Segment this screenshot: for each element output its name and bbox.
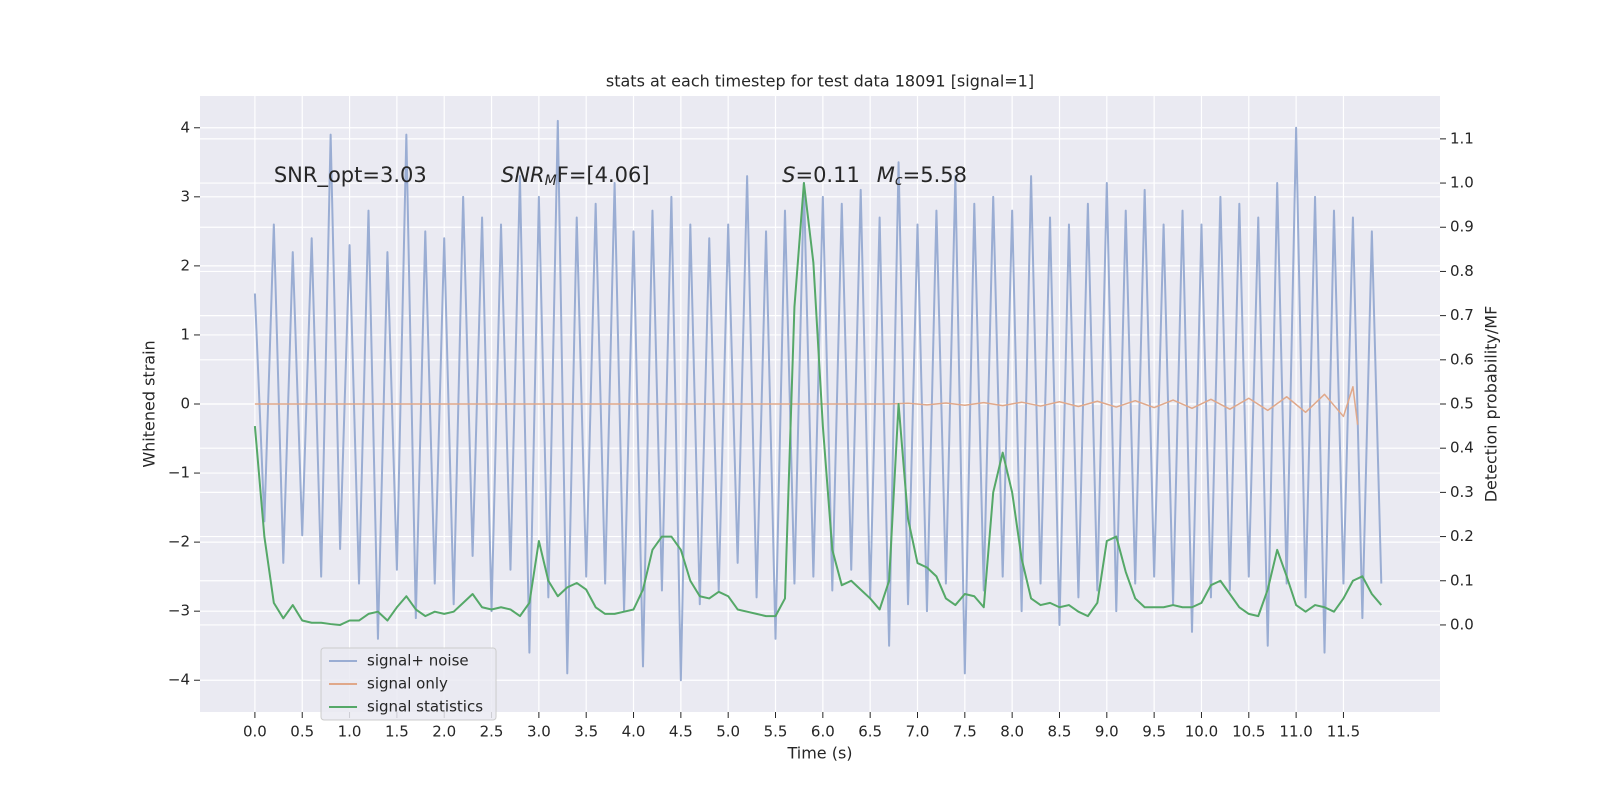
x-tick-label: 11.0 — [1279, 723, 1312, 741]
x-tick-label: 0.0 — [243, 723, 267, 741]
annotation-part: M — [877, 163, 895, 187]
annotation-part: S — [782, 163, 795, 187]
y-tick-label: 4 — [180, 118, 190, 136]
x-tick-label: 8.5 — [1048, 723, 1072, 741]
y-tick-label: −2 — [168, 533, 190, 551]
annotation-part: =0.11 — [795, 163, 859, 187]
y-tick-label: −4 — [168, 671, 190, 689]
x-tick-label: 5.0 — [716, 723, 740, 741]
y-tick-label: 3 — [180, 187, 190, 205]
y2-axis-label: Detection probability/MF — [1482, 306, 1501, 503]
annotation-part: c — [895, 173, 903, 189]
legend-box — [320, 647, 497, 721]
y2-tick-label: 1.1 — [1450, 129, 1474, 147]
y2-tick-label: 0.9 — [1450, 218, 1474, 236]
x-tick-label: 9.0 — [1095, 723, 1119, 741]
annotation-part: SNR — [501, 163, 545, 187]
annotation-part: F=[4.06] — [557, 163, 650, 187]
y2-tick-label: 0.7 — [1450, 306, 1474, 324]
x-tick-label: 10.5 — [1232, 723, 1265, 741]
y-tick-label: −3 — [168, 602, 190, 620]
x-tick-label: 8.0 — [1000, 723, 1024, 741]
x-tick-label: 4.0 — [622, 723, 646, 741]
annotation-part: M — [545, 173, 557, 189]
y2-tick-label: 0.8 — [1450, 262, 1474, 280]
series-line — [254, 385, 1359, 425]
x-axis-label: Time (s) — [786, 744, 852, 763]
annotation: SNR_opt=3.03 — [274, 163, 427, 188]
x-tick-label: 9.5 — [1142, 723, 1166, 741]
y-tick-label: 2 — [180, 256, 190, 274]
x-tick-label: 7.0 — [906, 723, 930, 741]
series-line — [253, 182, 1383, 626]
y2-tick-label: 0.6 — [1450, 350, 1474, 368]
x-tick-label: 3.0 — [527, 723, 551, 741]
x-tick-label: 3.5 — [574, 723, 598, 741]
annotation-part: =5.58 — [903, 163, 967, 187]
y-tick-label: 0 — [180, 395, 190, 413]
x-tick-label: 6.0 — [811, 723, 835, 741]
annotation-part: SNR_opt=3.03 — [274, 163, 427, 188]
y-tick-label: 1 — [180, 325, 190, 343]
series-line — [253, 119, 1383, 682]
y2-tick-label: 1.0 — [1450, 174, 1474, 192]
x-tick-label: 11.5 — [1327, 723, 1360, 741]
chart-title: stats at each timestep for test data 180… — [606, 72, 1034, 91]
x-tick-label: 1.0 — [338, 723, 362, 741]
y2-tick-label: 0.4 — [1450, 439, 1474, 457]
x-tick-label: 2.5 — [480, 723, 504, 741]
y2-tick-label: 0.2 — [1450, 527, 1474, 545]
y2-tick-label: 0.3 — [1450, 483, 1474, 501]
annotation: SNRMF=[4.06] — [501, 163, 650, 189]
x-tick-label: 2.0 — [432, 723, 456, 741]
x-tick-label: 10.0 — [1185, 723, 1218, 741]
x-tick-label: 6.5 — [858, 723, 882, 741]
y2-tick-label: 0.0 — [1450, 615, 1474, 633]
annotation: S=0.11 — [782, 163, 860, 187]
x-tick-label: 5.5 — [764, 723, 788, 741]
legend-label: signal statistics — [367, 698, 483, 716]
y-axis-label: Whitened strain — [140, 340, 159, 467]
annotation: Mc=5.58 — [877, 163, 967, 189]
x-tick-label: 4.5 — [669, 723, 693, 741]
y2-tick-label: 0.1 — [1450, 571, 1474, 589]
legend-label: signal only — [367, 675, 448, 693]
x-tick-label: 1.5 — [385, 723, 409, 741]
x-tick-label: 0.5 — [290, 723, 314, 741]
legend-label: signal+ noise — [367, 652, 469, 670]
x-tick-label: 7.5 — [953, 723, 977, 741]
y-tick-label: −1 — [168, 464, 190, 482]
y2-tick-label: 0.5 — [1450, 395, 1474, 413]
